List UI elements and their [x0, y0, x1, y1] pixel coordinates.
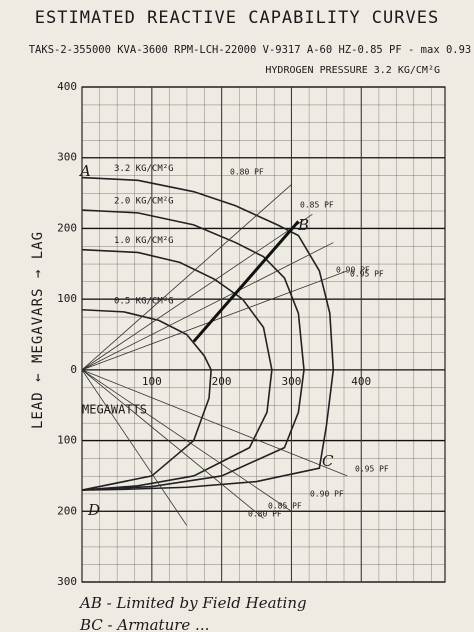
- y-tick-label: 100: [57, 292, 77, 305]
- note: BC - Armature ...: [79, 616, 209, 632]
- y-tick-label: 200: [57, 221, 77, 234]
- point-label: C: [322, 452, 334, 470]
- pf-line: [81, 184, 292, 371]
- pf-line: [81, 270, 348, 371]
- pf-line: [81, 213, 313, 371]
- y-axis-label: LEAD ← MEGAVARS → LAG: [30, 231, 46, 429]
- point-label: B: [297, 216, 309, 234]
- y-tick-label: 200: [57, 504, 77, 517]
- capability-curve: [81, 176, 335, 491]
- pf-label: 0.85 PF: [300, 201, 334, 210]
- y-tick-label: 100: [57, 434, 77, 447]
- x-axis-label: MEGAWATTS: [82, 403, 147, 417]
- capability-curve: [81, 248, 273, 491]
- ab-line: [192, 220, 300, 343]
- hydrogen-label: HYDROGEN PRESSURE 3.2 KG/CM²G: [265, 65, 440, 76]
- capability-curve: [81, 308, 212, 491]
- y-tick-label: 400: [57, 80, 77, 93]
- curve-label: 0.5 KG/CM²G: [114, 296, 174, 306]
- pf-line: [81, 369, 188, 526]
- note: AB - Limited by Field Heating: [78, 594, 307, 612]
- point-label: A: [78, 162, 91, 180]
- curve-label: 3.2 KG/CM²G: [114, 164, 174, 174]
- y-tick-label: 300: [57, 575, 77, 588]
- chart-title: ESTIMATED REACTIVE CAPABILITY CURVES: [35, 8, 439, 28]
- pf-label: 0.95 PF: [350, 270, 384, 279]
- point-label: D: [87, 501, 100, 519]
- pf-label: 0.90 PF: [310, 490, 344, 499]
- pf-label: 0.95 PF: [355, 465, 389, 474]
- plot-grid: [81, 86, 446, 583]
- pf-line: [81, 242, 334, 371]
- pf-line: [81, 369, 292, 512]
- capability-curve: [81, 209, 305, 491]
- curve-label: 2.0 KG/CM²G: [114, 197, 174, 207]
- pf-label: 0.85 PF: [268, 502, 302, 511]
- subtitle: TAKS-2-355000 KVA-3600 RPM-LCH-22000 V-9…: [29, 44, 472, 56]
- pf-label: 0.80 PF: [248, 510, 282, 519]
- pf-line: [81, 369, 348, 477]
- curve-label: 1.0 KG/CM²G: [114, 236, 174, 246]
- pf-line: [81, 369, 264, 519]
- pf-label: 0.80 PF: [230, 168, 264, 177]
- y-tick-label: 0: [70, 363, 77, 376]
- y-tick-label: 300: [57, 151, 77, 164]
- pf-label: 0.90 PF: [336, 266, 370, 275]
